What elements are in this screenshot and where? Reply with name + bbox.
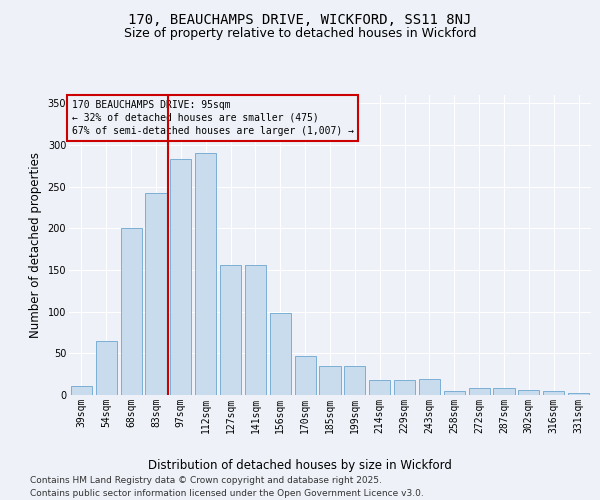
- Bar: [394, 380, 415, 395]
- Bar: [195, 152, 216, 395]
- Bar: [444, 391, 465, 395]
- Text: 170 BEAUCHAMPS DRIVE: 95sqm
← 32% of detached houses are smaller (475)
67% of se: 170 BEAUCHAMPS DRIVE: 95sqm ← 32% of det…: [71, 100, 353, 136]
- Bar: [419, 379, 440, 395]
- Bar: [493, 388, 515, 395]
- Bar: [369, 380, 390, 395]
- Bar: [469, 388, 490, 395]
- Bar: [245, 265, 266, 395]
- Bar: [220, 265, 241, 395]
- Bar: [71, 386, 92, 395]
- Bar: [121, 228, 142, 395]
- Bar: [568, 392, 589, 395]
- Bar: [295, 356, 316, 395]
- Text: Contains HM Land Registry data © Crown copyright and database right 2025.
Contai: Contains HM Land Registry data © Crown c…: [30, 476, 424, 498]
- Bar: [518, 390, 539, 395]
- Bar: [270, 312, 291, 395]
- Bar: [170, 159, 191, 395]
- Text: Size of property relative to detached houses in Wickford: Size of property relative to detached ho…: [124, 28, 476, 40]
- Bar: [344, 366, 365, 395]
- Y-axis label: Number of detached properties: Number of detached properties: [29, 152, 42, 338]
- Text: Distribution of detached houses by size in Wickford: Distribution of detached houses by size …: [148, 460, 452, 472]
- Bar: [543, 391, 564, 395]
- Bar: [96, 341, 117, 395]
- Text: 170, BEAUCHAMPS DRIVE, WICKFORD, SS11 8NJ: 170, BEAUCHAMPS DRIVE, WICKFORD, SS11 8N…: [128, 12, 472, 26]
- Bar: [319, 366, 341, 395]
- Bar: [145, 194, 167, 395]
